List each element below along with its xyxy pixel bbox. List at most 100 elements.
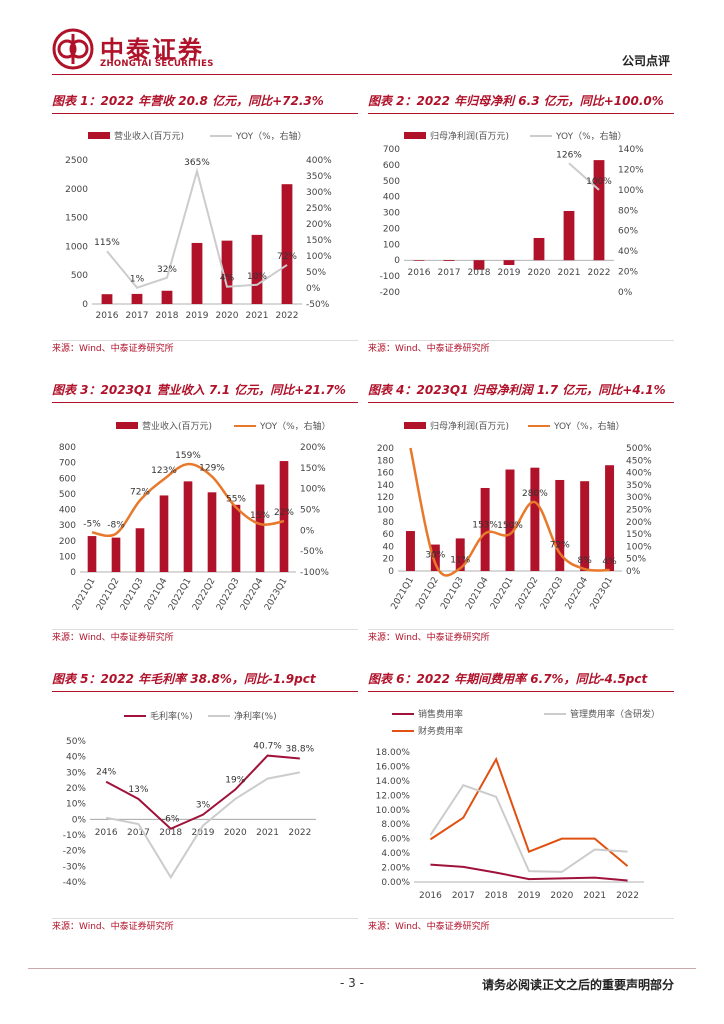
bar	[505, 469, 515, 571]
data-label: 15%	[250, 511, 270, 521]
bar	[555, 479, 565, 571]
x-tick-label: 2018	[485, 891, 508, 901]
y-tick-label: -20%	[63, 847, 87, 857]
chart-5-svg: 毛利率(%) 净利率(%) -40% -30% -20% -10% 0% 10% 20% 30% 4…	[63, 710, 316, 888]
yoy-line	[568, 162, 600, 191]
chart-6: 销售费用率 管理费用率（含研发） 财务费用率 0.00% 2.00% 4.00% 6.00%…	[368, 700, 674, 912]
legend-label: YOY（%，右轴）	[553, 420, 625, 432]
y-tick-label: 4.00%	[381, 849, 410, 859]
y-right-tick-label: -50%	[300, 547, 324, 557]
y-right-tick-label: 140%	[618, 145, 644, 155]
legend-label: 管理费用率（含研发）	[570, 708, 660, 720]
y-left-tick-label: 100	[59, 552, 76, 562]
y-left-tick-label: 140	[377, 481, 394, 491]
bar	[221, 240, 233, 304]
x-tick-label: 2022Q1	[167, 577, 194, 613]
legend-label: 毛利率(%)	[150, 710, 193, 722]
bar	[443, 260, 455, 262]
y-right-tick-label: 40%	[618, 247, 638, 257]
y-left-tick-label: 0	[394, 256, 400, 266]
y-left-tick-label: 200	[59, 537, 76, 547]
source-note-4: 来源：Wind、中泰证券研究所	[368, 629, 674, 646]
y-left-tick-label: 0	[388, 567, 394, 577]
bar	[191, 242, 203, 304]
y-tick-label: 50%	[66, 737, 86, 747]
legend-label: 营业收入(百万元)	[114, 130, 184, 142]
y-left-tick-label: 800	[59, 443, 76, 453]
chart-1: 营业收入(百万元) YOY（%，右轴） 0 500 1000 1500 2000 2500 -5…	[52, 122, 358, 332]
y-left-tick-label: 200	[383, 224, 400, 234]
x-tick-label: 2022Q2	[191, 577, 218, 613]
yoy-line	[409, 447, 610, 577]
bar	[530, 467, 540, 571]
chart-3: 营业收入(百万元) YOY（%，右轴） 0 100 200 300 400 500 600 700…	[52, 412, 358, 624]
panel-title-6: 图表 6：2022 年期间费用率 6.7%，同比-4.5pct	[368, 667, 674, 692]
zhongtai-logo-icon	[52, 28, 94, 70]
yoy-line	[106, 167, 288, 289]
x-tick-label: 2022	[288, 828, 311, 838]
x-tick-label: 2016	[419, 891, 442, 901]
legend-swatch	[116, 422, 138, 429]
y-right-tick-label: 0%	[626, 567, 641, 577]
bar	[251, 234, 263, 304]
y-left-tick-label: 120	[377, 493, 394, 503]
source-note-5: 来源：Wind、中泰证券研究所	[52, 918, 358, 935]
bar	[159, 495, 169, 572]
x-tick-label: 2022Q2	[514, 576, 541, 612]
panel-title-1: 图表 1：2022 年营收 20.8 亿元，同比+72.3%	[52, 89, 358, 114]
y-right-tick-label: 400%	[626, 469, 652, 479]
data-label: 1%	[130, 275, 145, 285]
y-right-tick-label: 250%	[626, 506, 652, 516]
series-line	[429, 784, 628, 873]
data-label: 3%	[196, 801, 211, 811]
x-tick-label: 2021Q1	[390, 576, 417, 612]
bar	[183, 481, 193, 572]
data-label: 55%	[226, 494, 246, 504]
y-right-tick-label: 80%	[618, 206, 638, 216]
data-label: 100%	[586, 177, 612, 187]
legend-swatch	[404, 132, 426, 139]
y-right-tick-label: 250%	[306, 204, 332, 214]
bar	[605, 465, 615, 571]
chart-1-svg: 营业收入(百万元) YOY（%，右轴） 0 500 1000 1500 2000 2500 -5…	[65, 130, 332, 321]
bar	[101, 294, 113, 304]
x-tick-label: 2021	[246, 311, 269, 321]
y-left-tick-label: 600	[59, 474, 76, 484]
data-label: 11%	[450, 555, 470, 565]
y-tick-label: 6.00%	[381, 835, 410, 845]
y-right-tick-label: 50%	[300, 506, 320, 516]
y-right-tick-label: 20%	[618, 268, 638, 278]
data-label: 72%	[550, 540, 570, 550]
y-tick-label: 0%	[72, 815, 87, 825]
data-label: 30%	[425, 551, 445, 561]
data-label: 126%	[556, 150, 582, 160]
x-tick-label: 2021Q2	[414, 576, 441, 612]
data-label: -5%	[83, 519, 101, 529]
x-tick-label: 2017	[127, 828, 150, 838]
series-line	[105, 771, 301, 880]
y-left-tick-label: 500	[59, 490, 76, 500]
y-right-tick-label: 0%	[618, 288, 633, 298]
x-tick-label: 2019	[186, 311, 209, 321]
legend-label: YOY（%，右轴）	[259, 420, 331, 432]
y-right-tick-label: 200%	[300, 443, 326, 453]
x-tick-label: 2020	[216, 311, 239, 321]
bar	[593, 160, 605, 261]
y-tick-label: 18.00%	[376, 748, 411, 758]
data-label: 123%	[151, 466, 177, 476]
data-label: 365%	[184, 158, 210, 168]
y-left-tick-label: 700	[59, 459, 76, 469]
y-tick-label: 14.00%	[376, 777, 411, 787]
y-left-tick-label: 2000	[65, 185, 88, 195]
x-tick-label: 2021	[583, 891, 606, 901]
source-note-3: 来源：Wind、中泰证券研究所	[52, 629, 358, 646]
y-tick-label: 2.00%	[381, 864, 410, 874]
series-line	[429, 756, 629, 867]
y-right-tick-label: 300%	[626, 493, 652, 503]
source-note-2: 来源：Wind、中泰证券研究所	[368, 340, 674, 357]
chart-5: 毛利率(%) 净利率(%) -40% -30% -20% -10% 0% 10% 20% 30% 4…	[52, 700, 358, 912]
bar	[480, 487, 490, 571]
data-label: 129%	[199, 464, 225, 474]
data-label: 115%	[94, 238, 120, 248]
y-right-tick-label: 200%	[306, 220, 332, 230]
